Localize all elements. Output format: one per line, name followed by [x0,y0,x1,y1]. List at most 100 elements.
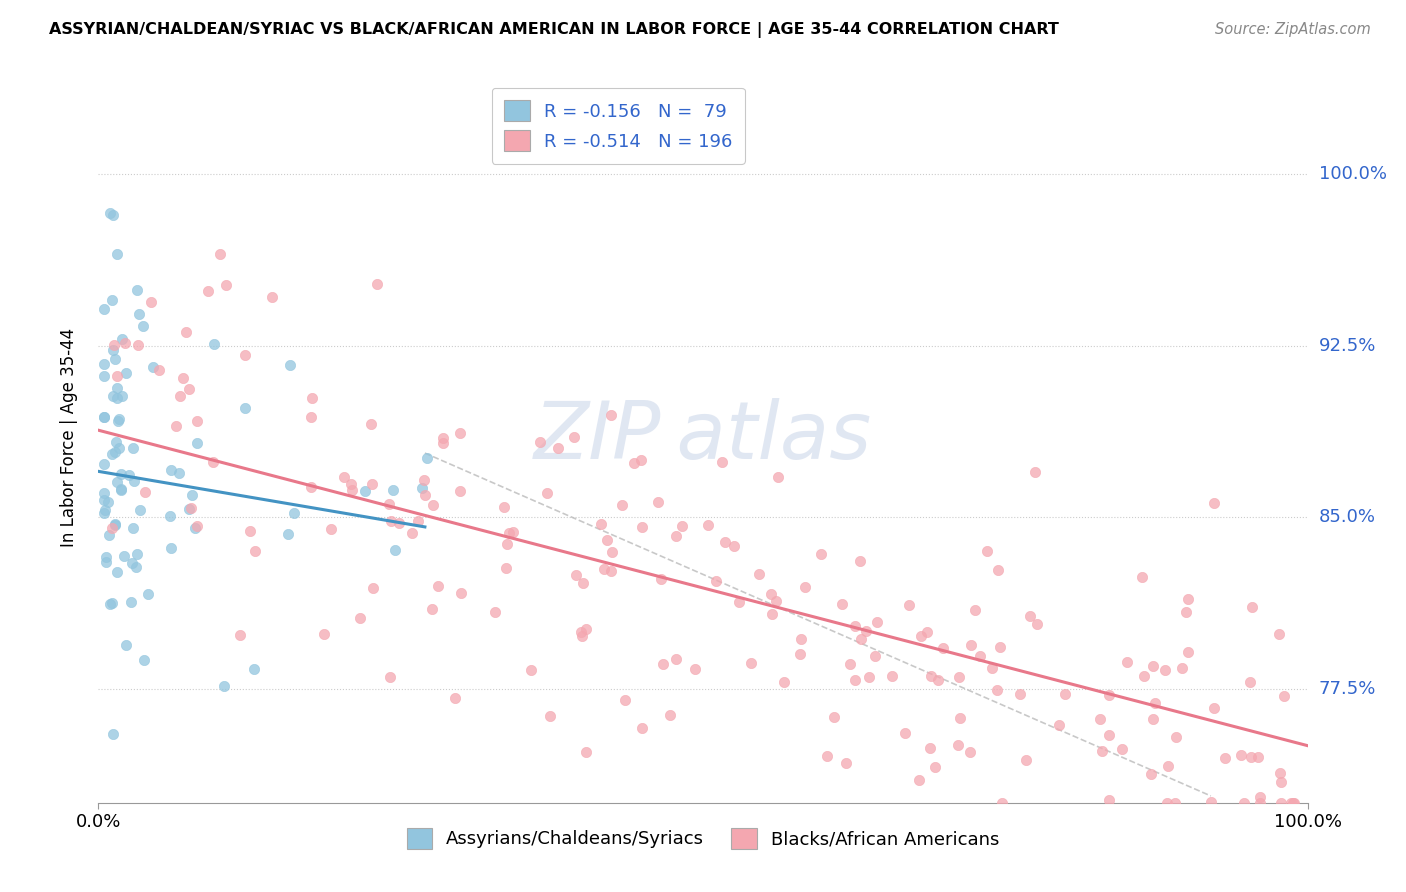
Point [186,435,208,450]
Point [101,293,124,307]
Point [1247,749,1270,764]
Point [831,597,853,611]
Point [759,587,782,601]
Point [1098,793,1121,807]
Text: 77.5%: 77.5% [1319,680,1376,698]
Point [406,514,429,528]
Point [849,554,872,568]
Point [1026,617,1049,632]
Point [723,540,745,554]
Point [148,362,170,376]
Point [243,662,266,676]
Point [97,495,120,509]
Point [897,599,920,613]
Point [172,371,194,385]
Point [1133,669,1156,683]
Point [312,627,335,641]
Point [863,649,886,664]
Point [142,359,165,374]
Point [283,506,305,520]
Point [789,647,811,661]
Point [740,657,762,671]
Point [671,519,693,533]
Point [93,410,115,425]
Point [384,542,406,557]
Point [101,727,124,741]
Text: Source: ZipAtlas.com: Source: ZipAtlas.com [1215,22,1371,37]
Point [104,517,127,532]
Point [1233,796,1256,810]
Point [93,457,115,471]
Point [93,368,115,383]
Point [101,208,124,222]
Point [177,382,200,396]
Point [1270,796,1292,810]
Point [589,516,612,531]
Point [1202,701,1225,715]
Text: 92.5%: 92.5% [1319,336,1376,355]
Point [1010,687,1032,701]
Point [301,392,323,406]
Point [105,368,128,383]
Point [1175,605,1198,619]
Point [181,488,204,502]
Point [946,738,969,752]
Point [104,434,127,449]
Point [599,565,621,579]
Point [595,533,617,548]
Point [449,483,471,498]
Point [128,307,150,321]
Point [401,525,423,540]
Point [614,693,637,707]
Point [866,615,889,629]
Point [124,474,146,488]
Point [976,543,998,558]
Point [652,657,675,672]
Point [1097,688,1119,702]
Point [959,745,981,759]
Point [177,502,200,516]
Point [93,506,115,520]
Point [332,470,354,484]
Point [108,412,131,426]
Point [105,247,128,261]
Point [103,444,125,458]
Point [101,343,124,357]
Point [773,674,796,689]
Point [748,567,770,582]
Point [683,662,706,676]
Point [844,673,866,687]
Point [233,348,256,362]
Point [536,486,558,500]
Point [858,670,880,684]
Point [107,475,129,490]
Point [1240,749,1263,764]
Point [174,325,197,339]
Point [339,477,361,491]
Point [118,468,141,483]
Point [839,657,862,672]
Point [949,711,972,725]
Point [571,630,593,644]
Point [101,520,124,534]
Point [1171,661,1194,675]
Point [612,498,634,512]
Text: 85.0%: 85.0% [1319,508,1375,526]
Point [631,721,654,735]
Point [790,632,813,647]
Point [1241,599,1264,614]
Point [495,561,517,575]
Point [658,708,681,723]
Legend: Assyrians/Chaldeans/Syriacs, Blacks/African Americans: Assyrians/Chaldeans/Syriacs, Blacks/Afri… [399,821,1007,856]
Point [704,574,727,588]
Point [449,425,471,440]
Point [134,653,156,667]
Point [849,632,872,647]
Point [920,669,942,683]
Point [969,648,991,663]
Point [1177,645,1199,659]
Point [924,760,946,774]
Point [728,595,751,609]
Point [1279,796,1302,810]
Point [1204,496,1226,510]
